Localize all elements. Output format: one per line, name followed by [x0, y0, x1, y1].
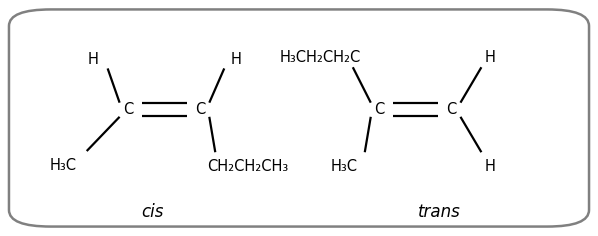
Text: cis: cis [141, 203, 164, 221]
Text: C: C [123, 102, 134, 117]
FancyBboxPatch shape [9, 9, 589, 227]
Text: C: C [446, 102, 457, 117]
Text: trans: trans [418, 203, 461, 221]
Text: H: H [485, 159, 496, 174]
Text: C: C [195, 102, 206, 117]
Text: CH₂CH₂CH₃: CH₂CH₂CH₃ [208, 159, 289, 174]
Text: H: H [485, 50, 496, 65]
Text: H: H [231, 51, 242, 67]
Text: C: C [374, 102, 385, 117]
Text: H₃CH₂CH₂C: H₃CH₂CH₂C [279, 50, 361, 65]
Text: H₃C: H₃C [49, 158, 77, 173]
Text: H: H [87, 51, 98, 67]
Text: H₃C: H₃C [330, 159, 358, 174]
